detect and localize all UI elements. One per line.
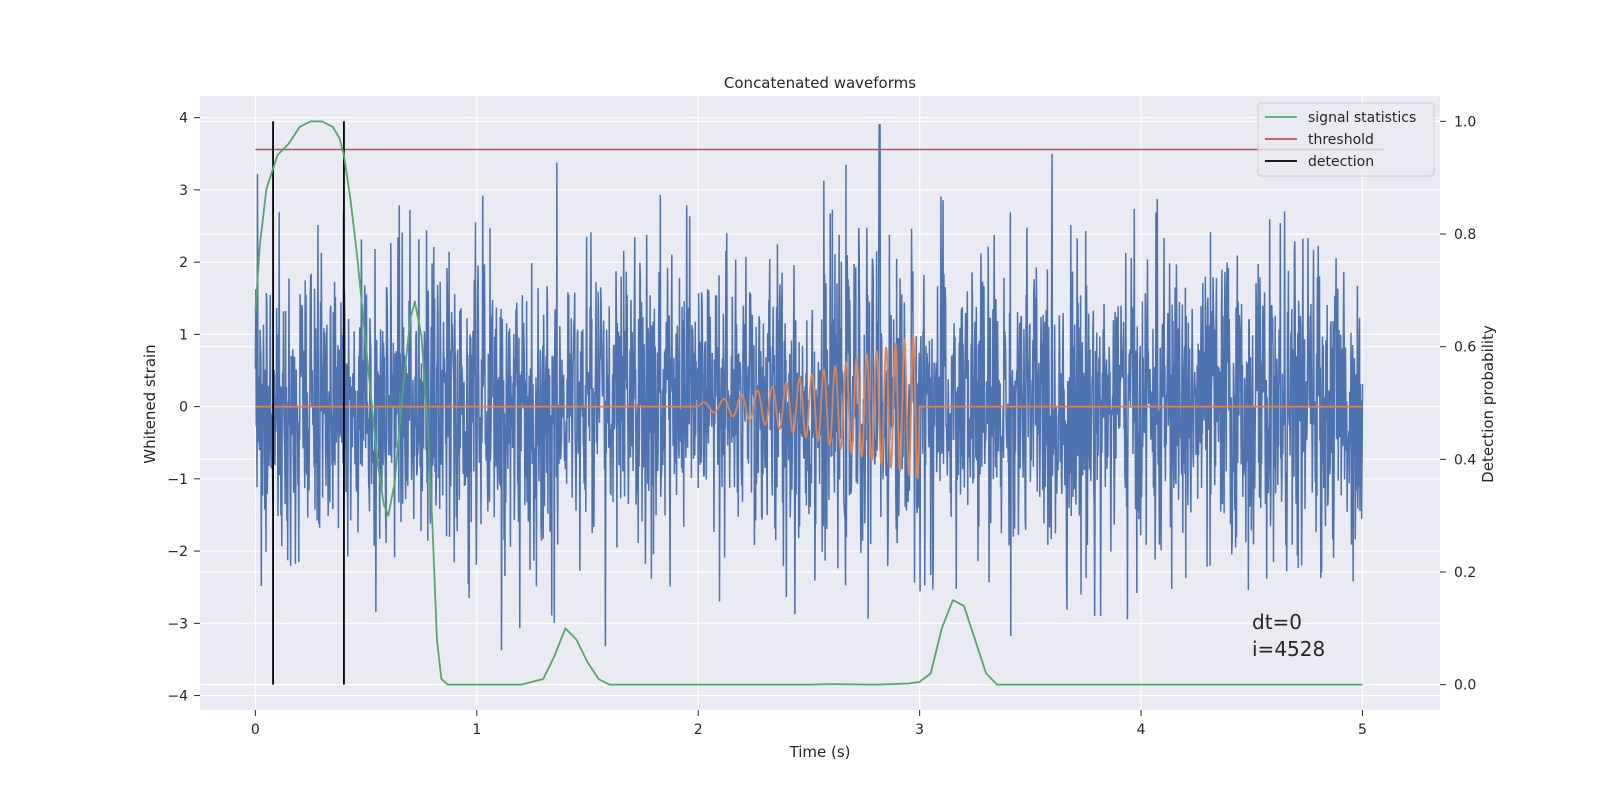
x-tick-label: 5 [1358,722,1367,738]
signal-statistics-line [254,120,1363,686]
x-tick-label: 2 [694,722,703,738]
x-tick-label: 1 [472,722,481,738]
x-tick-label: 0 [251,722,260,738]
y2-tick-label: 0.8 [1454,227,1476,243]
legend-label-detection: detection [1308,154,1374,170]
y-tick-label: −1 [167,472,188,488]
y2-tick-label: 0.4 [1454,452,1476,468]
annotation-index: i=4528 [1252,637,1325,661]
y2-tick-label: 0.0 [1454,678,1476,694]
y-tick-label: 3 [179,183,188,199]
axis-layer: 0 1 2 3 4 5 4 3 2 1 0 −1 −2 −3 −4 1.0 0.8 0.6 0.4 0.2 0.0 [167,111,1476,738]
series-layer [254,120,1385,686]
y-axis-label: Whitened strain [141,344,159,463]
y2-tick-label: 0.6 [1454,340,1476,356]
y2-axis-label: Detection probability [1479,325,1497,483]
x-axis-label: Time (s) [789,743,851,761]
y-tick-label: 4 [179,111,188,127]
y-tick-label: −2 [167,544,188,560]
y-tick-label: −3 [167,616,188,632]
strain-series-line [254,124,1364,651]
y-tick-label: 2 [179,255,188,271]
y-tick-label: 1 [179,327,188,343]
legend-label-signal-statistics: signal statistics [1308,110,1416,126]
y-tick-label: −4 [167,689,188,705]
legend-box [1257,102,1435,177]
template-series-line [255,335,1363,480]
y2-tick-label: 0.2 [1454,565,1476,581]
x-tick-label: 4 [1137,722,1146,738]
y-tick-label: 0 [179,400,188,416]
y2-tick-label: 1.0 [1454,114,1476,130]
annotation-dt: dt=0 [1252,610,1302,634]
legend: signal statistics threshold detection [1257,102,1435,177]
legend-label-threshold: threshold [1308,132,1374,148]
x-tick-label: 3 [915,722,924,738]
chart-title: Concatenated waveforms [724,74,916,92]
